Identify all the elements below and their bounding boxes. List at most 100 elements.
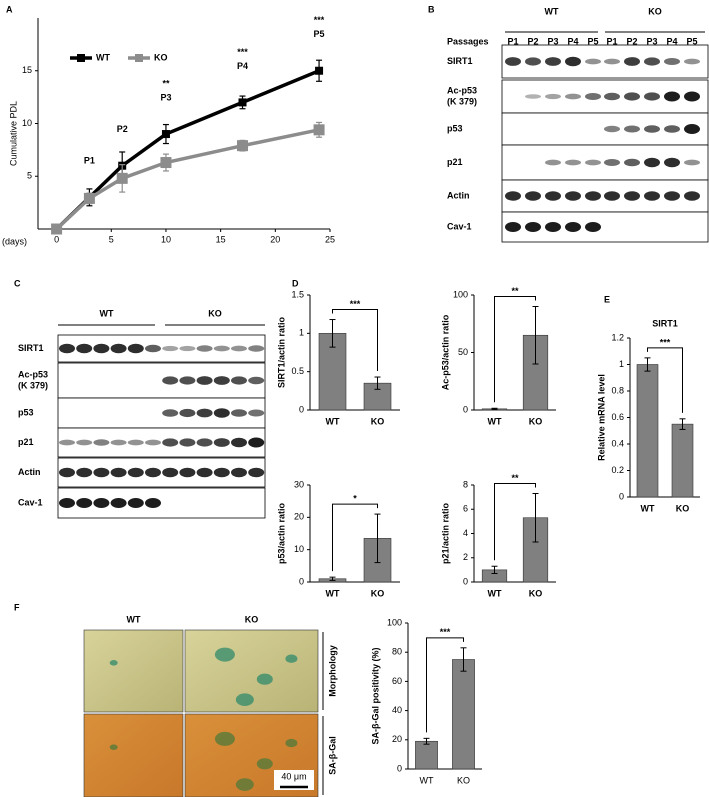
y-tick-label: 50: [458, 347, 468, 357]
panel-label: C: [14, 278, 21, 288]
blot-band: [145, 467, 161, 478]
blot-band: [93, 498, 110, 508]
x-tick-label: KO: [371, 416, 385, 426]
x-tick-label: KO: [676, 503, 690, 513]
blot-band: [604, 58, 620, 65]
lane-label: P1: [606, 36, 617, 46]
blot-row-label: Cav-1: [18, 497, 43, 507]
y-tick-label: 0.6: [611, 412, 624, 422]
blot-strip: [57, 334, 266, 363]
blot-header: Passages: [447, 36, 489, 46]
blot-band: [585, 191, 601, 201]
blot-band: [162, 438, 179, 447]
y-tick-label: 80: [392, 647, 402, 657]
blot-band: [213, 467, 230, 478]
blot-band: [624, 125, 640, 133]
blot-band: [525, 94, 541, 99]
blot-band: [196, 408, 213, 418]
marker: [238, 98, 247, 107]
blot-row-label: SIRT1: [447, 56, 473, 66]
blot-band: [644, 191, 660, 201]
x-tick-label: WT: [326, 588, 340, 598]
blot-band: [248, 467, 265, 478]
y-tick-label: 20: [294, 512, 304, 522]
blot-band: [231, 437, 247, 448]
blot-band: [248, 437, 265, 448]
marker: [237, 140, 249, 152]
blot-band: [585, 93, 601, 100]
blot-band: [231, 376, 247, 385]
blot-band: [213, 345, 230, 352]
y-axis-label: p53/actin ratio: [276, 502, 286, 564]
lane-label: P4: [567, 36, 578, 46]
blot-band: [76, 498, 93, 508]
blot-band: [604, 191, 620, 201]
y-tick-label: 2: [463, 552, 468, 562]
row-label: Morphology: [327, 645, 337, 697]
x-tick-label: KO: [529, 588, 543, 598]
stained-cell: [285, 654, 298, 663]
stained-cell: [109, 660, 118, 666]
chart-title: SIRT1: [652, 318, 678, 328]
significance: **: [511, 286, 519, 296]
row-label: SA-β-Gal: [327, 736, 337, 775]
x-tick-label: 20: [270, 234, 280, 244]
group-label: KO: [208, 308, 222, 318]
panel-label: F: [14, 602, 20, 612]
y-tick-label: 1: [299, 328, 304, 338]
y-tick-label: 0.4: [611, 438, 624, 448]
blot-band: [213, 376, 230, 385]
significance: **: [162, 78, 170, 88]
marker: [161, 130, 170, 139]
blot-row-label: p53: [18, 407, 34, 417]
y-tick-label: 15: [22, 65, 32, 75]
x-tick-label: 25: [325, 234, 335, 244]
panel-label: B: [428, 4, 435, 14]
significance-bracket: [647, 347, 683, 413]
blot-strip: [57, 427, 266, 458]
blot-band: [59, 343, 75, 354]
y-tick-label: 1: [619, 359, 624, 369]
y-tick-label: 0: [463, 404, 468, 414]
lane-label: P2: [527, 36, 538, 46]
blot-band: [145, 498, 161, 508]
lane-label: P3: [547, 36, 558, 46]
blot-band: [76, 343, 93, 354]
blot-band: [624, 191, 640, 201]
blot-band: [525, 191, 541, 201]
y-axis-label: Cumulative PDL: [8, 101, 18, 166]
blot-band: [93, 343, 110, 354]
blot-band: [684, 159, 700, 166]
blot-band: [644, 92, 660, 101]
stained-cell: [256, 758, 273, 770]
significance-bracket: [332, 309, 378, 372]
bar: [452, 659, 475, 770]
y-tick-label: 1.5: [291, 289, 304, 299]
y-tick-label: 10: [294, 544, 304, 554]
y-tick-label: 0: [299, 404, 304, 414]
blot-band: [664, 91, 680, 102]
blot-band: [162, 467, 179, 478]
y-axis-label: p21/actin ratio: [440, 502, 450, 564]
blot-strip: [57, 487, 266, 519]
x-tick-label: KO: [529, 416, 543, 426]
bar: [671, 423, 694, 498]
x-tick-label: WT: [488, 416, 502, 426]
blot-band: [624, 57, 640, 66]
blot-band: [110, 467, 127, 478]
blot-band: [604, 159, 620, 166]
blot-band: [93, 439, 110, 446]
blot-row-label: Cav-1: [447, 221, 472, 231]
blot-band: [162, 345, 179, 352]
blot-band: [179, 345, 196, 352]
blot-row-label: Ac-p53: [447, 85, 477, 95]
blot-band: [162, 409, 179, 417]
blot-band: [196, 345, 213, 352]
stained-cell: [214, 647, 235, 662]
blot-band: [644, 57, 660, 66]
blot-band: [505, 191, 521, 201]
y-tick-label: 0: [463, 576, 468, 586]
y-tick-label: 100: [453, 289, 468, 299]
blot-row-label: (K 379): [447, 96, 477, 106]
y-tick-label: 8: [463, 479, 468, 489]
